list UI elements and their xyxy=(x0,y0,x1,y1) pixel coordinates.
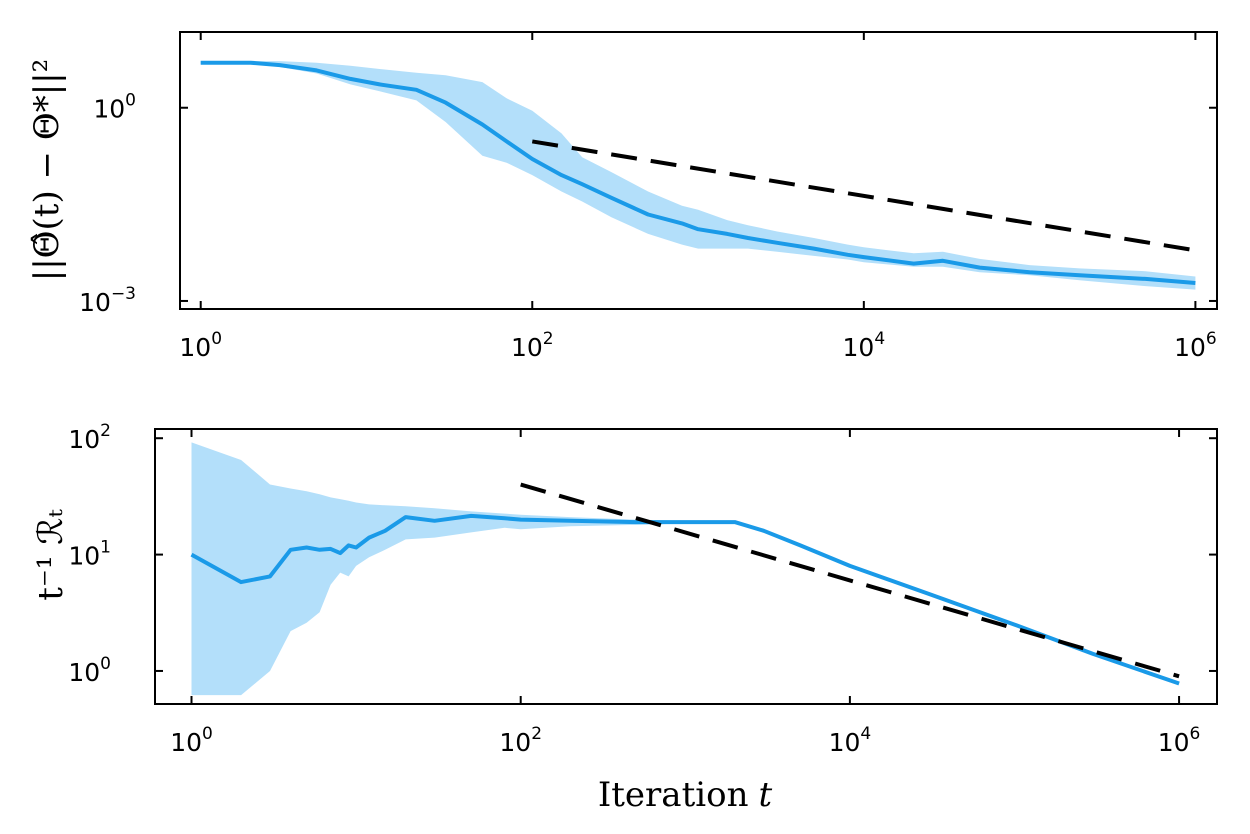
tick-base: 10 xyxy=(829,728,861,757)
top-mean-line xyxy=(201,63,1196,283)
bottom-y-tick-label: 101 xyxy=(68,538,111,571)
tick-base: 10 xyxy=(843,333,875,362)
tick-base: 10 xyxy=(1158,728,1190,757)
tick-base: 10 xyxy=(68,425,100,454)
bottom-confidence-band xyxy=(192,442,1180,695)
tick-base: 10 xyxy=(93,95,125,124)
top-x-tick-label: 104 xyxy=(843,329,886,362)
tick-base: 10 xyxy=(179,333,211,362)
tick-exponent: 0 xyxy=(202,724,213,744)
tick-base: 10 xyxy=(68,542,100,571)
tick-exponent: 4 xyxy=(874,329,885,349)
bottom-x-tick-label: 106 xyxy=(1158,724,1201,757)
tick-exponent: −3 xyxy=(111,284,136,304)
x-axis-title-text: Iteration xyxy=(598,775,749,815)
top-panel: 10010210410610−3100||Θ̂(t) − Θ*||² xyxy=(27,32,1217,362)
tick-base: 10 xyxy=(499,728,531,757)
tick-exponent: 2 xyxy=(543,329,554,349)
tick-exponent: 0 xyxy=(125,91,136,111)
tick-base: 10 xyxy=(170,728,202,757)
bottom-y-axis-title: t⁻¹ ℛₜ xyxy=(31,509,71,601)
top-plot-area xyxy=(201,61,1196,290)
bottom-reference-line xyxy=(521,485,1179,677)
x-axis-title: Iterationt xyxy=(598,775,773,815)
tick-exponent: 1 xyxy=(100,538,111,558)
tick-exponent: 2 xyxy=(531,724,542,744)
top-y-tick-label: 10−3 xyxy=(79,284,136,317)
bottom-panel: 100102104106100101102t⁻¹ ℛₜ xyxy=(31,421,1217,757)
bottom-x-tick-label: 100 xyxy=(170,724,213,757)
bottom-x-tick-label: 102 xyxy=(499,724,542,757)
top-x-tick-label: 106 xyxy=(1174,329,1217,362)
tick-exponent: 4 xyxy=(860,724,871,744)
tick-exponent: 0 xyxy=(211,329,222,349)
top-y-axis-title: ||Θ̂(t) − Θ*||² xyxy=(27,59,67,282)
tick-exponent: 2 xyxy=(100,421,111,441)
tick-base: 10 xyxy=(511,333,543,362)
tick-exponent: 6 xyxy=(1190,724,1201,744)
tick-base: 10 xyxy=(79,288,111,317)
top-y-tick-label: 100 xyxy=(93,91,136,124)
bottom-y-tick-label: 100 xyxy=(68,654,111,687)
bottom-plot-area xyxy=(192,442,1180,695)
tick-exponent: 0 xyxy=(100,654,111,674)
bottom-y-tick-label: 102 xyxy=(68,421,111,454)
top-x-tick-label: 102 xyxy=(511,329,554,362)
top-confidence-band xyxy=(201,61,1196,290)
x-axis-title-var: t xyxy=(758,775,772,815)
top-x-tick-label: 100 xyxy=(179,329,222,362)
tick-base: 10 xyxy=(68,658,100,687)
bottom-x-tick-label: 104 xyxy=(829,724,872,757)
tick-base: 10 xyxy=(1174,333,1206,362)
tick-exponent: 6 xyxy=(1206,329,1217,349)
